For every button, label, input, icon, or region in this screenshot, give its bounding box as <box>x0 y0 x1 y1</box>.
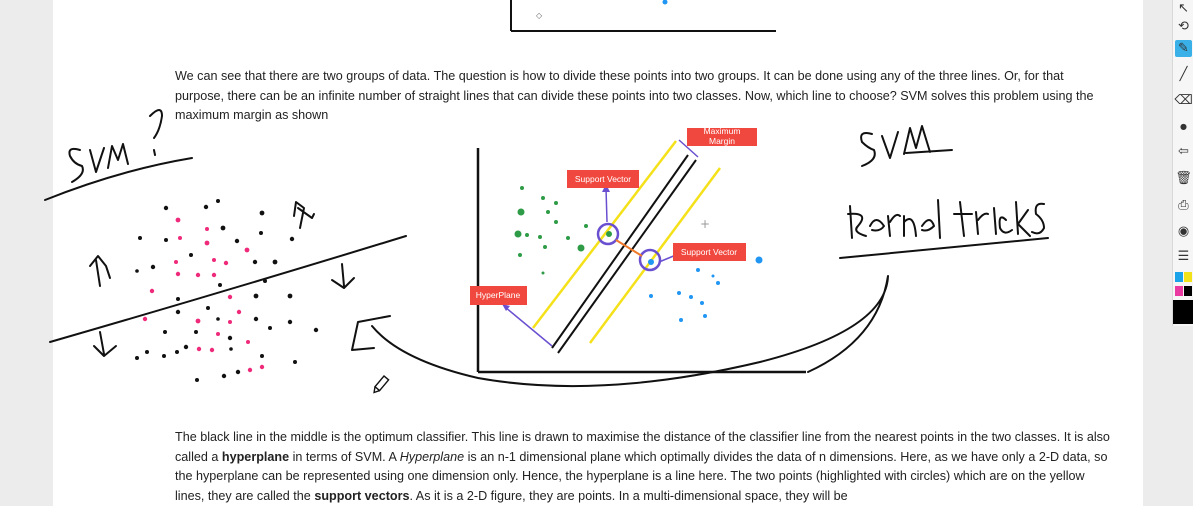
lasso-icon[interactable]: ⟲ <box>1178 19 1189 34</box>
paragraph-intro: We can see that there are two groups of … <box>175 69 1094 122</box>
color-swatch-pink[interactable] <box>1175 286 1183 296</box>
hand-drawn-arrow-down-right <box>331 263 355 289</box>
delete-icon[interactable]: 🗑 <box>1175 171 1192 186</box>
hyperplane-line-1 <box>551 154 689 349</box>
previous-figure: ◇ <box>510 0 776 32</box>
hand-drawn-arrow-up-right <box>293 201 315 229</box>
margin-line-lower <box>588 167 722 344</box>
margin-connector <box>615 239 643 257</box>
notes-icon[interactable]: ☰ <box>1177 249 1190 264</box>
hyperplane-line-2 <box>557 159 697 354</box>
term-hyperplane-italic: Hyperplane <box>399 449 465 464</box>
para2-text-3: is an n-1 dimensional plane which optima… <box>175 449 1108 503</box>
support-vector-circle-a <box>596 222 620 246</box>
support-vector-right-label: Support Vector <box>681 247 737 257</box>
svg-text:+: + <box>700 217 710 231</box>
handwritten-dots <box>135 199 319 382</box>
print-icon[interactable]: ⎙ <box>1178 198 1189 213</box>
curve-arrow <box>351 275 889 388</box>
undo-icon[interactable]: ⇦ <box>1178 144 1189 159</box>
support-vector-top-label: Support Vector <box>575 174 631 184</box>
maximum-margin-label-1: Maximum <box>704 126 741 136</box>
handwriting-kernel-tricks <box>839 199 1049 259</box>
pen-icon[interactable]: ╱ <box>1179 67 1188 82</box>
hand-drawn-arrow-up-left <box>89 255 111 287</box>
term-support-vectors: support vectors <box>314 488 410 503</box>
color-swatch-yellow[interactable] <box>1184 272 1192 282</box>
support-vector-top-box <box>567 170 639 188</box>
support-vector-circle-b <box>638 248 662 272</box>
hyperplane-box <box>470 286 527 305</box>
svm-figure: + Maximum Margin Support Vector Support … <box>470 126 806 374</box>
dot-size-icon[interactable]: ● <box>1180 122 1187 131</box>
color-swatch-black[interactable] <box>1184 286 1192 296</box>
handwriting-svm-right <box>860 125 953 167</box>
para2-text-2: in terms of SVM. A <box>289 449 400 464</box>
svg-text:◇: ◇ <box>536 11 543 20</box>
pen-cursor-icon <box>373 375 390 394</box>
document-page <box>53 0 1143 506</box>
current-color-indicator[interactable] <box>1173 300 1193 324</box>
annotation-toolbar: ↖ ⟲ ✎ ╱ ⌫ ● ⇦ 🗑 ⎙ ◉ ☰ <box>1172 0 1193 326</box>
highlighter-icon[interactable]: ✎ <box>1175 40 1192 57</box>
hand-drawn-arrow-down-left <box>93 331 117 357</box>
maximum-margin-label-2: Margin <box>709 136 735 146</box>
color-swatch-blue[interactable] <box>1175 272 1183 282</box>
hyperplane-label: HyperPlane <box>476 290 521 300</box>
para2-text-4: . As it is a 2-D figure, they are points… <box>409 488 848 503</box>
handwriting-svm-question-left <box>68 109 163 183</box>
handwritten-annotations <box>44 109 1049 388</box>
paragraph-hyperplane: The black line in the middle is the opti… <box>175 428 1110 506</box>
para2-text-1: The black line in the middle is the opti… <box>175 430 1110 464</box>
pointer-icon[interactable]: ↖ <box>1178 1 1189 16</box>
hand-drawn-separating-line <box>49 235 407 343</box>
margin-line-upper <box>532 140 677 329</box>
class-a-points <box>514 186 588 275</box>
eraser-icon[interactable]: ⌫ <box>1174 93 1193 108</box>
term-hyperplane: hyperplane <box>221 449 290 464</box>
support-vector-right-box <box>673 243 746 261</box>
hand-drawn-line-upper <box>44 157 193 201</box>
camera-icon[interactable]: ◉ <box>1177 224 1190 239</box>
class-b-points <box>649 256 763 322</box>
maximum-margin-label-box <box>687 128 757 146</box>
